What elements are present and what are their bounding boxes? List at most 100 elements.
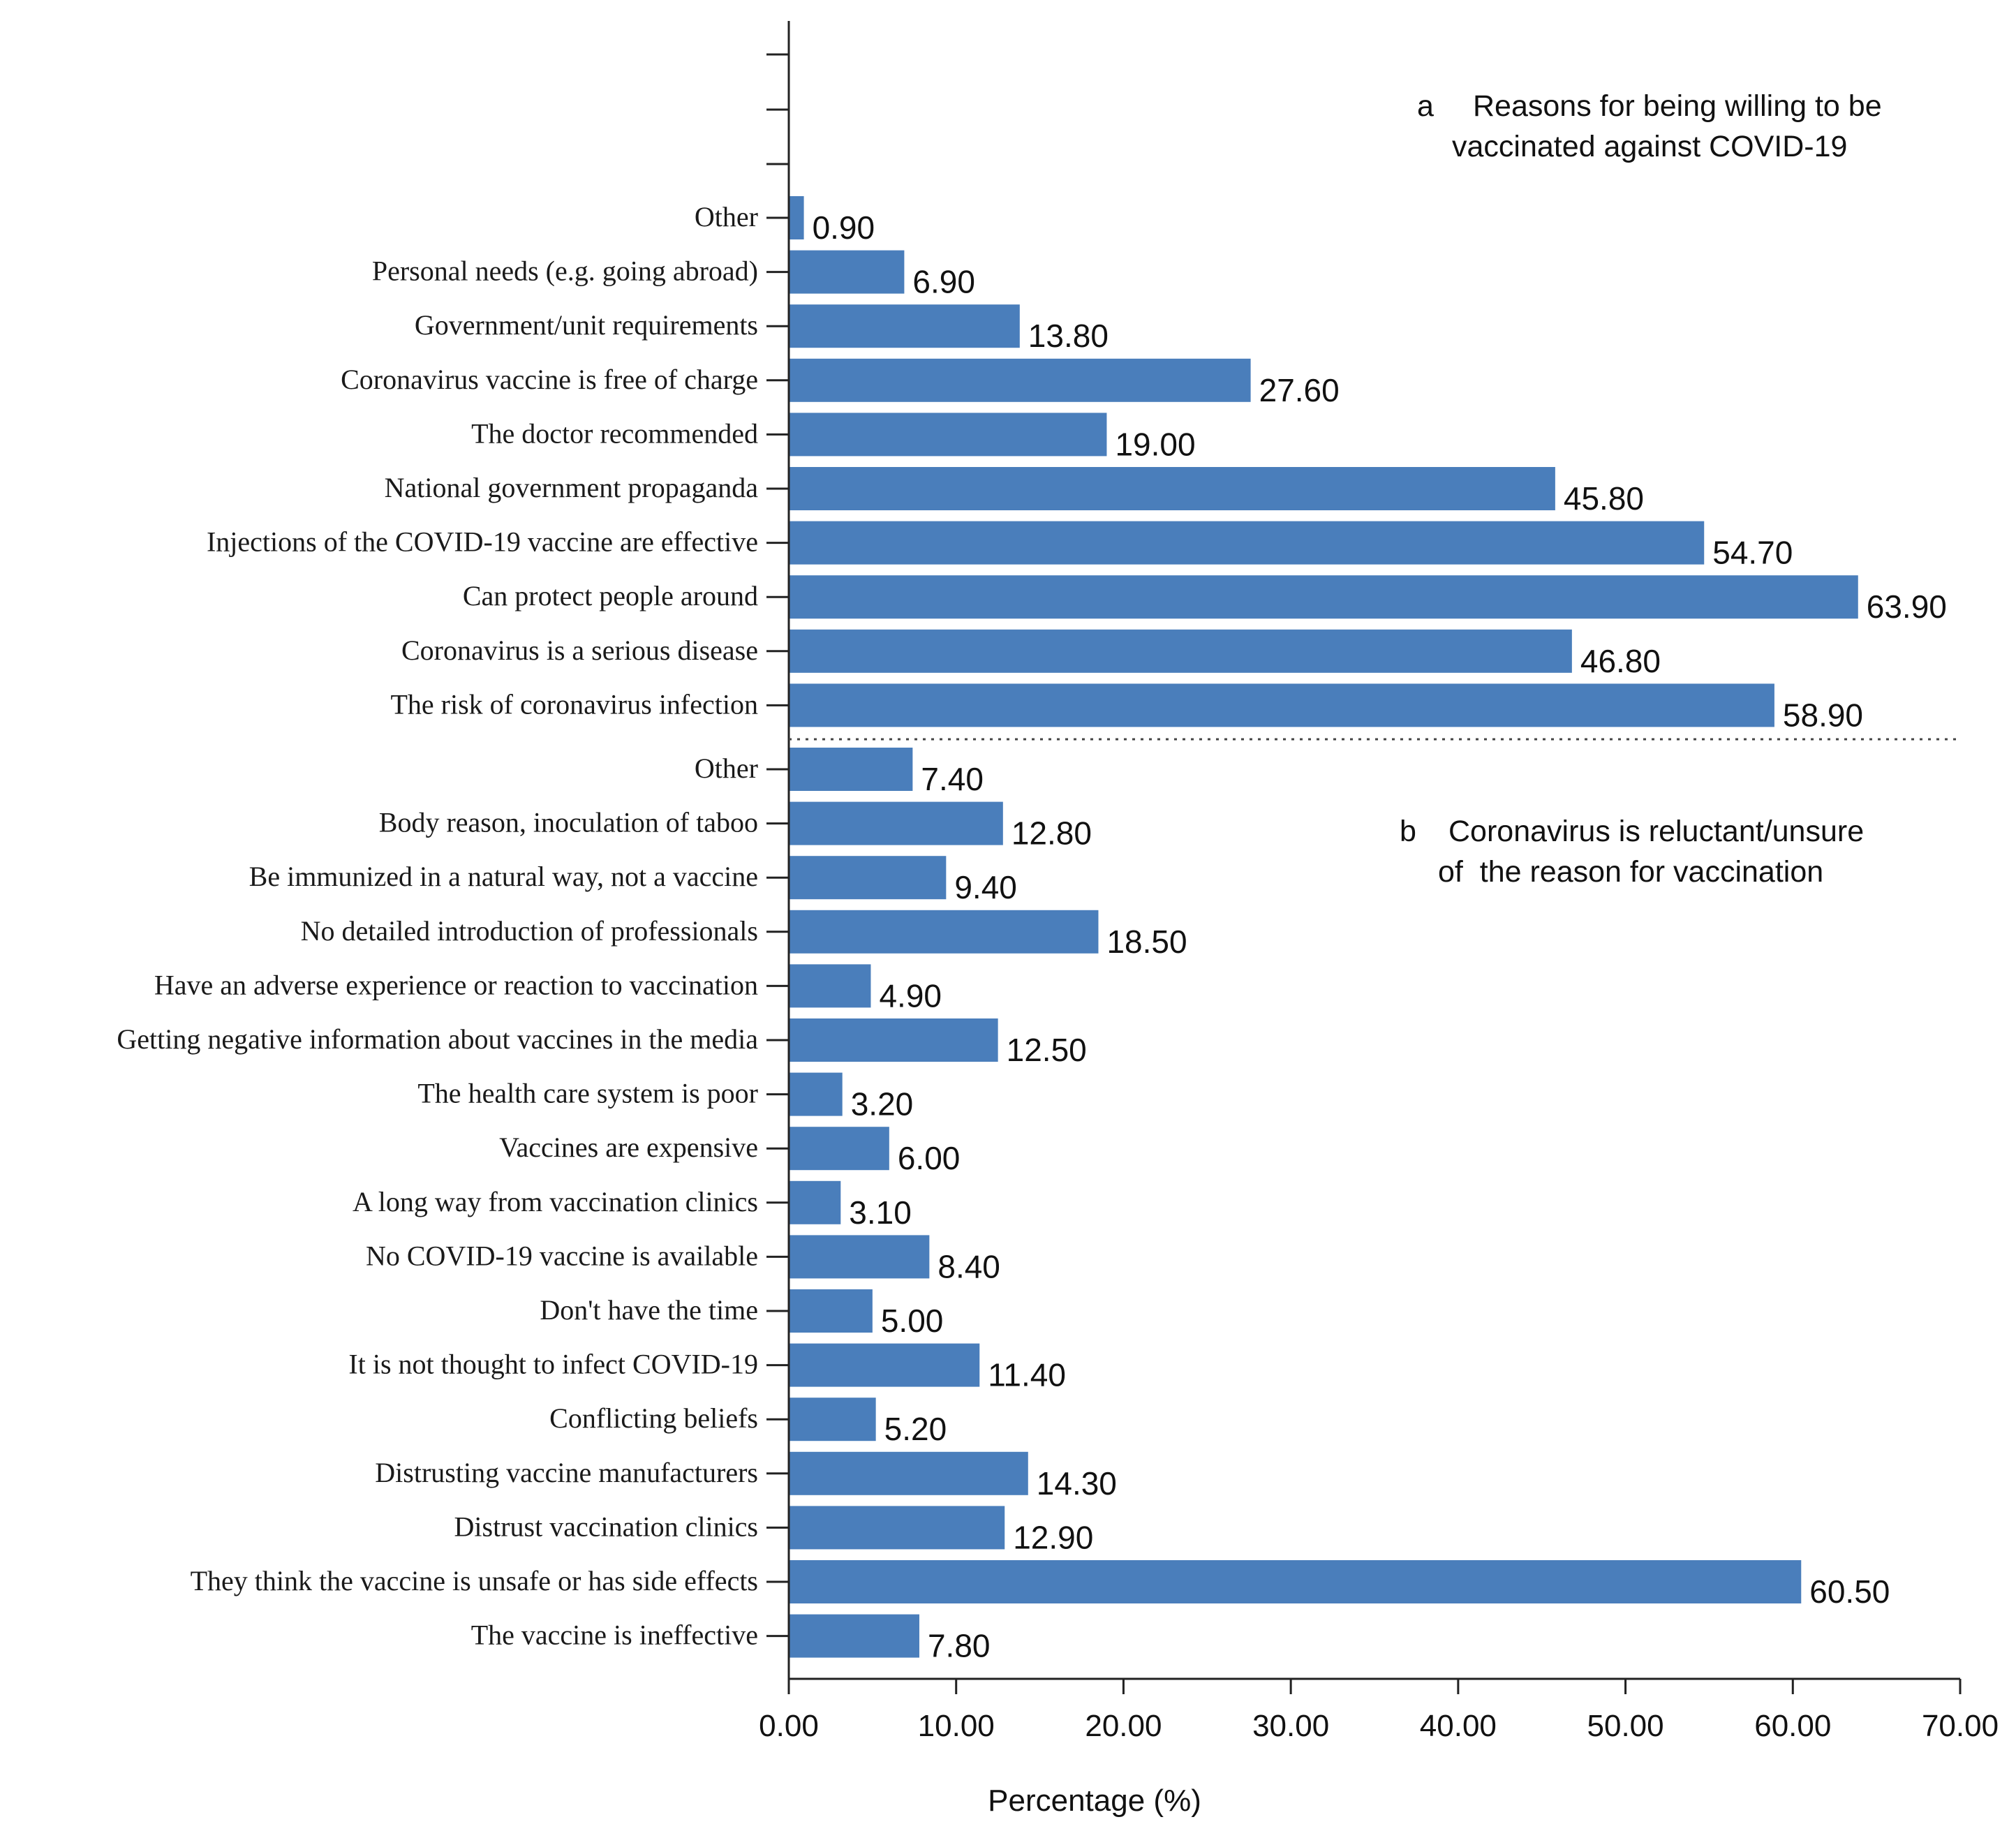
value-label-a-4: 19.00 (1115, 426, 1195, 462)
bar-a-2 (790, 304, 1020, 348)
category-label-b-1: Body reason, inoculation of taboo (379, 807, 758, 838)
value-label-b-1: 12.80 (1011, 815, 1092, 852)
bar-b-8 (790, 1180, 841, 1224)
category-label-b-4: Have an adverse experience or reaction t… (154, 969, 758, 1000)
category-label-b-10: Don't have the time (540, 1294, 758, 1326)
bar-a-6 (790, 521, 1705, 565)
value-label-a-1: 6.90 (912, 264, 975, 300)
panel-a-title: a Reasons for being willing to be vaccin… (1417, 89, 1882, 163)
bar-b-1 (790, 801, 1003, 845)
value-labels-layer: 0.90 6.90 13.80 27.60 19.00 45.80 54.70 63.90 46… (813, 209, 1947, 1664)
value-label-b-4: 4.90 (879, 977, 942, 1014)
category-label-a-9: The risk of coronavirus infection (390, 688, 758, 720)
bar-b-9 (790, 1235, 930, 1279)
value-label-b-3: 18.50 (1106, 924, 1187, 960)
bar-a-1 (790, 250, 905, 294)
category-label-a-6: Injections of the COVID-19 vaccine are e… (207, 526, 758, 558)
y-ticks-layer (766, 53, 789, 1638)
panel-a-title-line-1: Reasons for being willing to be (1473, 89, 1882, 123)
value-label-a-5: 45.80 (1564, 480, 1644, 517)
x-axis: 0.00 10.00 20.00 30.00 40.00 50.00 60.00 70.00 (759, 1677, 1999, 1743)
value-label-a-7: 63.90 (1867, 588, 1947, 625)
bar-b-16 (790, 1614, 919, 1658)
category-label-b-7: Vaccines are expensive (499, 1132, 758, 1163)
x-tick-label-4: 40.00 (1420, 1709, 1497, 1743)
category-label-b-12: Conflicting beliefs (549, 1402, 758, 1434)
bar-b-7 (790, 1127, 889, 1171)
panel-a-title-line-2: vaccinated against COVID-19 (1452, 130, 1847, 163)
category-label-a-2: Government/unit requirements (415, 309, 758, 341)
category-labels-layer: Other Personal needs (e.g. going abroad) G… (117, 201, 758, 1651)
value-label-a-6: 54.70 (1712, 535, 1793, 571)
bar-a-5 (790, 467, 1555, 510)
category-label-b-6: The health care system is poor (417, 1078, 758, 1109)
value-label-b-15: 60.50 (1809, 1573, 1890, 1610)
bar-b-12 (790, 1398, 876, 1442)
value-label-b-6: 3.20 (851, 1086, 914, 1122)
bar-a-9 (790, 683, 1774, 727)
value-label-b-10: 5.00 (881, 1303, 944, 1339)
x-tick-label-1: 10.00 (918, 1709, 995, 1743)
category-label-a-0: Other (695, 201, 758, 232)
bar-a-0 (790, 196, 804, 239)
bars-layer (790, 196, 1858, 1658)
bar-a-3 (790, 358, 1251, 402)
category-label-b-11: It is not thought to infect COVID-19 (348, 1349, 758, 1380)
category-label-b-0: Other (695, 753, 758, 784)
category-label-a-4: The doctor recommended (471, 417, 758, 449)
value-label-b-5: 12.50 (1007, 1032, 1087, 1068)
value-label-b-14: 12.90 (1013, 1519, 1093, 1555)
value-label-b-2: 9.40 (954, 869, 1017, 905)
bar-b-4 (790, 964, 871, 1008)
value-label-a-3: 27.60 (1259, 372, 1340, 408)
category-label-b-9: No COVID-19 vaccine is available (366, 1240, 758, 1271)
panel-b-letter: b (1400, 815, 1416, 848)
value-label-b-7: 6.00 (898, 1140, 961, 1176)
value-label-a-0: 0.90 (813, 209, 875, 246)
category-label-b-13: Distrusting vaccine manufacturers (375, 1457, 758, 1488)
bar-b-10 (790, 1289, 873, 1333)
bar-b-6 (790, 1072, 843, 1116)
category-label-b-3: No detailed introduction of professional… (301, 915, 758, 947)
category-label-a-3: Coronavirus vaccine is free of charge (341, 364, 758, 395)
category-label-a-1: Personal needs (e.g. going abroad) (372, 255, 758, 287)
bar-b-3 (790, 910, 1099, 954)
category-label-b-8: A long way from vaccination clinics (353, 1186, 758, 1217)
panel-b-title-line-2: of the reason for vaccination (1438, 855, 1823, 889)
panel-b-title: b Coronavirus is reluctant/unsure of the… (1400, 815, 1864, 889)
category-label-a-8: Coronavirus is a serious disease (401, 635, 758, 666)
bar-a-4 (790, 413, 1107, 457)
value-label-a-9: 58.90 (1783, 697, 1863, 733)
category-label-b-16: The vaccine is ineffective (471, 1620, 758, 1651)
value-label-b-9: 8.40 (937, 1248, 1000, 1284)
x-tick-label-3: 30.00 (1252, 1709, 1329, 1743)
category-label-a-7: Can protect people around (463, 580, 758, 612)
x-tick-label-6: 60.00 (1754, 1709, 1831, 1743)
bar-b-11 (790, 1343, 980, 1387)
bar-b-2 (790, 856, 947, 900)
bar-a-8 (790, 629, 1572, 673)
value-label-a-8: 46.80 (1580, 643, 1661, 679)
x-axis-title: Percentage (%) (988, 1784, 1201, 1818)
value-label-b-11: 11.40 (988, 1357, 1066, 1393)
bar-b-15 (790, 1560, 1802, 1603)
panel-b-title-line-1: Coronavirus is reluctant/unsure (1448, 815, 1864, 848)
value-label-a-2: 13.80 (1028, 318, 1109, 354)
bar-b-5 (790, 1018, 998, 1062)
x-tick-label-2: 20.00 (1085, 1709, 1162, 1743)
category-label-b-14: Distrust vaccination clinics (454, 1511, 758, 1542)
x-tick-label-0: 0.00 (759, 1709, 819, 1743)
bar-b-0 (790, 748, 913, 791)
bar-b-13 (790, 1451, 1028, 1495)
x-tick-label-7: 70.00 (1922, 1709, 1999, 1743)
category-label-a-5: National government propaganda (385, 472, 759, 503)
category-label-b-15: They think the vaccine is unsafe or has … (191, 1565, 758, 1596)
panel-a-letter: a (1417, 89, 1434, 123)
bar-b-14 (790, 1506, 1005, 1550)
value-label-b-0: 7.40 (921, 761, 984, 797)
value-label-b-13: 14.30 (1037, 1465, 1117, 1502)
value-label-b-8: 3.10 (849, 1194, 912, 1231)
value-label-b-16: 7.80 (928, 1628, 991, 1664)
category-label-b-5: Getting negative information about vacci… (117, 1023, 758, 1055)
